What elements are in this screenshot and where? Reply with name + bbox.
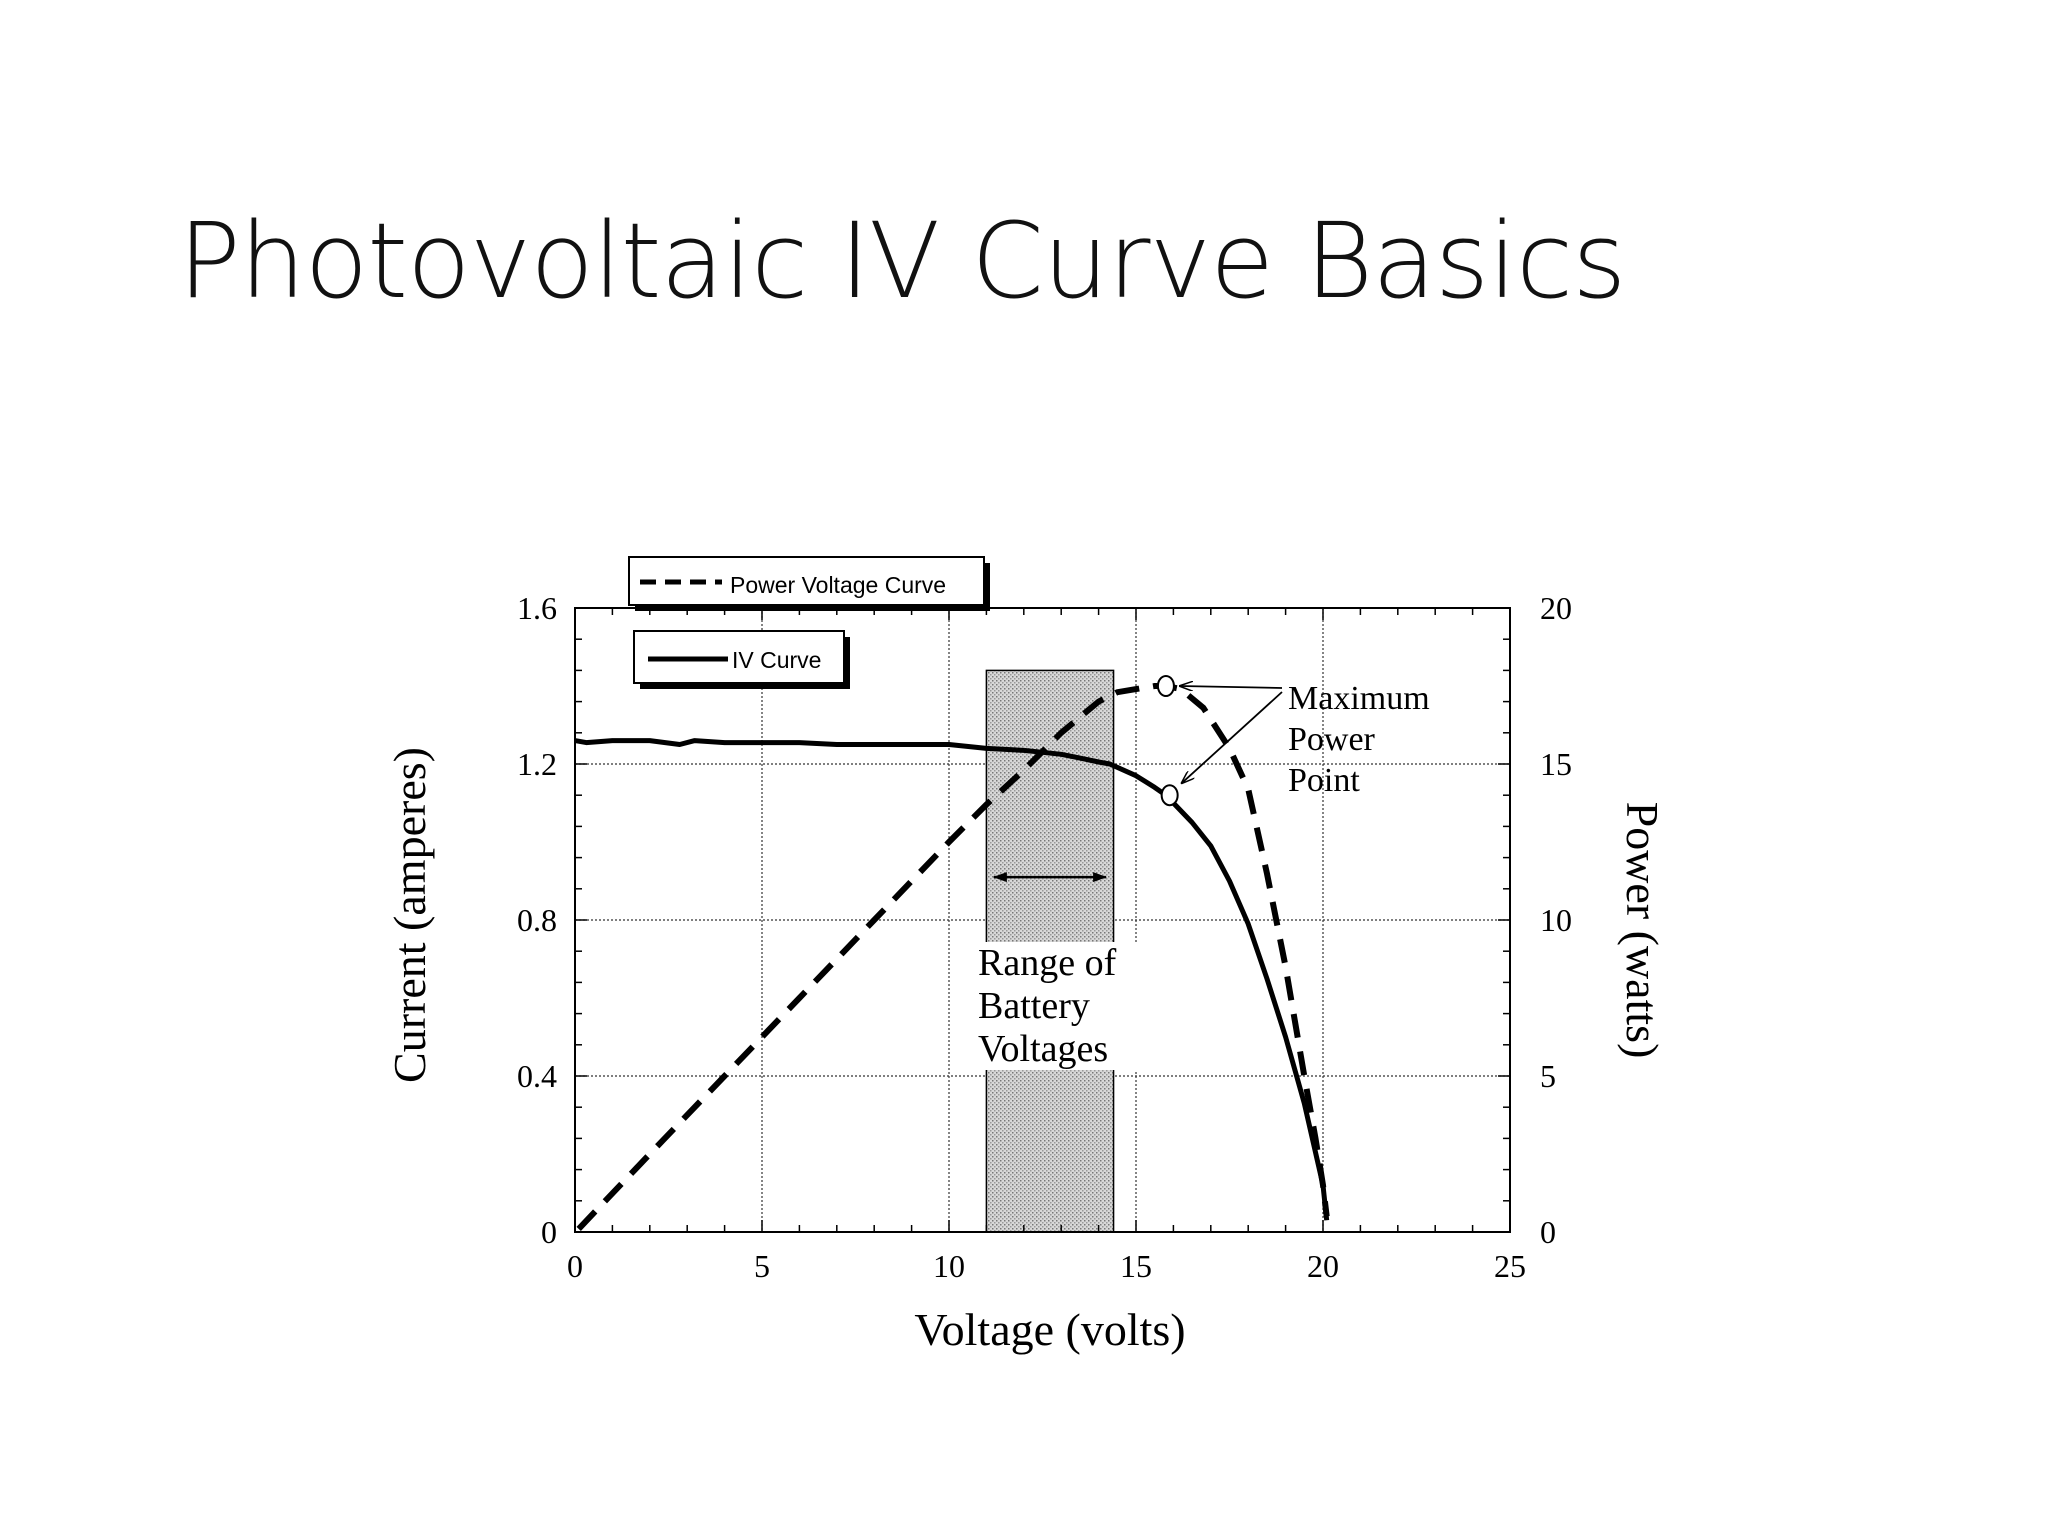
mpp-label-line-3: Point [1288,762,1360,799]
power-voltage-curve-line [576,683,1330,1231]
mpp-arrow-power [1180,686,1283,688]
x-tick-label: 25 [1494,1248,1526,1284]
x-tick-label: 10 [933,1248,965,1284]
y2-tick-label: 10 [1540,902,1572,938]
legend-power-voltage: Power Voltage Curve [628,556,990,611]
iv-curve-line [574,738,1330,1221]
mpp-marker-power [1156,675,1175,697]
battery-label-background [975,942,1155,1070]
mpp-marker-current [1160,784,1179,807]
x-tick-label: 0 [567,1248,583,1284]
plot-area-frame [574,607,1511,1233]
y-tick-label: 1.6 [517,590,557,626]
y2-tick-label: 5 [1540,1058,1556,1094]
battery-label-line-1: Range of [978,942,1117,984]
y2-axis-title: Power (watts) [1617,802,1668,1059]
x-tick-label: 15 [1120,1248,1152,1284]
x-tick-label: 5 [754,1248,770,1284]
legend-iv: IV Curve [633,630,850,689]
battery-annotation: Range of Battery Voltages [975,942,1155,1070]
mpp-arrow-current [1182,691,1283,783]
x-axis-title: Voltage (volts) [914,1304,1185,1355]
y-tick-label: 0 [541,1214,557,1250]
battery-label-line-2: Battery [978,985,1090,1027]
y2-tick-label: 15 [1540,746,1572,782]
y2-tick-label: 0 [1540,1214,1556,1250]
mpp-label-line-2: Power [1288,721,1376,758]
legend-label-iv: IV Curve [732,647,821,673]
x-tick-label: 20 [1307,1248,1339,1284]
y-tick-label: 0.8 [517,902,557,938]
y2-tick-label: 20 [1540,590,1572,626]
mpp-label-line-1: Maximum [1288,680,1430,717]
y-tick-label: 0.4 [517,1058,557,1094]
slide-title: Photovoltaic IV Curve Basics [178,200,1626,322]
battery-label-line-3: Voltages [978,1028,1108,1070]
y-tick-label: 1.2 [517,746,557,782]
mpp-annotation: Maximum Power Point [1288,680,1430,799]
y-axis-title: Current (amperes) [384,747,435,1083]
legend-label-power-voltage: Power Voltage Curve [730,572,946,598]
grid-lines [575,608,1510,1232]
